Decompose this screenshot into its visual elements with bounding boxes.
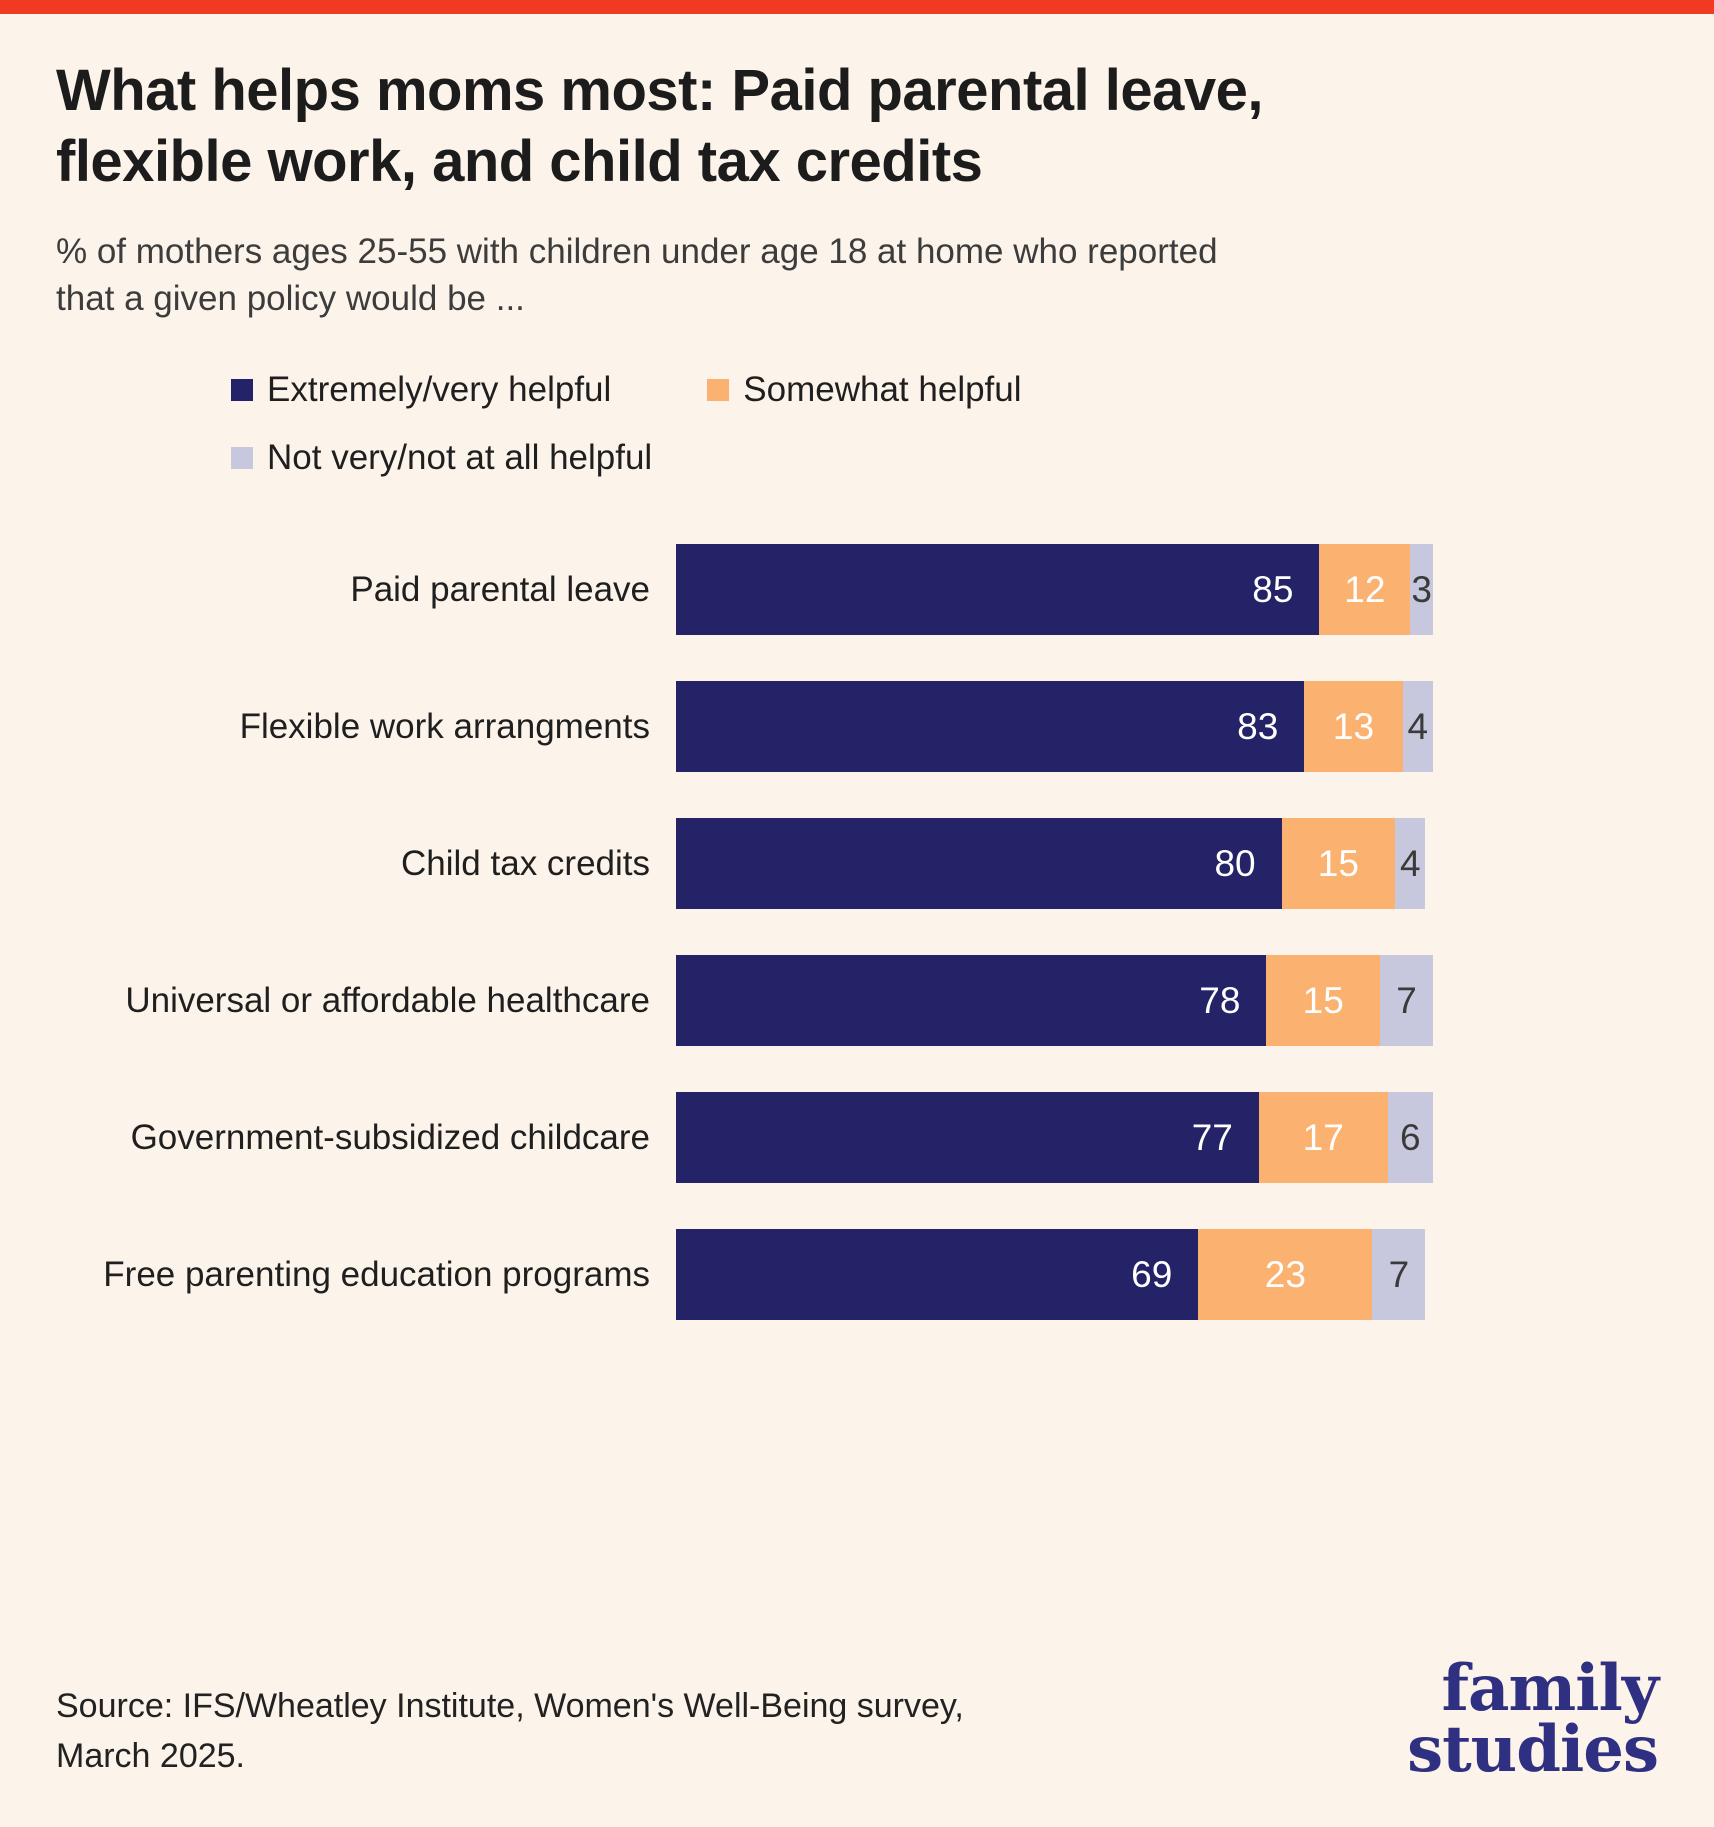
- top-accent-bar: [0, 0, 1714, 14]
- bar-segment: 80: [676, 818, 1282, 909]
- value-label: 13: [1332, 705, 1375, 747]
- bar-track: 77 17 6: [676, 1092, 1433, 1183]
- value-label: 7: [1396, 979, 1417, 1021]
- legend-swatch-icon: [231, 379, 253, 401]
- bar-row: Flexible work arrangments 83 13 4: [56, 681, 1433, 772]
- value-label: 7: [1388, 1253, 1410, 1295]
- bar-track: 80 15 4: [676, 818, 1433, 909]
- logo-line-studies: studies: [1407, 1712, 1659, 1788]
- chart-subtitle: % of mothers ages 25-55 with children un…: [56, 231, 1218, 318]
- bar-segment: 12: [1319, 544, 1411, 635]
- bar-segment: 69: [676, 1229, 1199, 1320]
- value-label: 17: [1302, 1116, 1344, 1158]
- bar-segment: 15: [1266, 955, 1380, 1046]
- bar-segment: 78: [676, 955, 1267, 1046]
- brand-logo: family studies: [1407, 1651, 1659, 1788]
- bar-track: 83 13 4: [676, 681, 1433, 772]
- value-label: 69: [1131, 1253, 1173, 1295]
- category-label: Free parenting education programs: [103, 1254, 650, 1294]
- category-label: Flexible work arrangments: [239, 706, 650, 746]
- value-label: 80: [1214, 842, 1256, 884]
- bar-segment: 6: [1387, 1092, 1433, 1183]
- category-label: Child tax credits: [401, 843, 650, 883]
- chart-content: What helps moms most: Paid parental leav…: [0, 14, 1714, 1659]
- source-text: Source: IFS/Wheatley Institute, Women's …: [56, 1687, 964, 1775]
- bar-segment: 7: [1380, 955, 1433, 1046]
- bar-row: Free parenting education programs 69 23 7: [56, 1229, 1433, 1320]
- value-label: 83: [1237, 705, 1279, 747]
- legend-label: Not very/not at all helpful: [267, 438, 653, 477]
- value-label: 4: [1399, 842, 1421, 884]
- bar-segment: 13: [1304, 681, 1403, 772]
- legend-label: Somewhat helpful: [743, 370, 1022, 409]
- bar-segment: 23: [1198, 1229, 1373, 1320]
- value-label: 23: [1264, 1253, 1306, 1295]
- category-label: Government-subsidized childcare: [130, 1117, 650, 1157]
- bar-row: Paid parental leave 85 12 3: [56, 544, 1433, 635]
- value-label: 3: [1411, 568, 1432, 610]
- value-label: 4: [1407, 705, 1429, 747]
- bar-row: Government-subsidized childcare 77 17 6: [56, 1092, 1433, 1183]
- bar-segment: 3: [1410, 544, 1433, 635]
- value-label: 15: [1317, 842, 1359, 884]
- category-label: Universal or affordable healthcare: [125, 980, 650, 1020]
- bar-segment: 15: [1281, 818, 1396, 909]
- value-label: 12: [1344, 568, 1386, 610]
- legend-label: Extremely/very helpful: [267, 370, 612, 409]
- bar-row: Child tax credits 80 15 4: [56, 818, 1433, 909]
- category-label: Paid parental leave: [350, 569, 650, 609]
- legend-item-extremely-helpful: Extremely/very helpful: [231, 370, 611, 410]
- bar-track: 78 15 7: [676, 955, 1433, 1046]
- bar-rows: Paid parental leave 85 12 3 Flexible work ar…: [56, 544, 1658, 1320]
- legend-swatch-icon: [231, 447, 253, 469]
- legend-item-not-helpful: Not very/not at all helpful: [231, 438, 652, 478]
- value-label: 77: [1191, 1116, 1233, 1158]
- bar-row: Universal or affordable healthcare 78 15 7: [56, 955, 1433, 1046]
- bar-track: 69 23 7: [676, 1229, 1433, 1320]
- bar-segment: 83: [676, 681, 1305, 772]
- bar-segment: 4: [1402, 681, 1433, 772]
- value-label: 78: [1199, 979, 1241, 1021]
- bar-segment: 4: [1395, 818, 1426, 909]
- value-label: 15: [1302, 979, 1344, 1021]
- chart-title: What helps moms most: Paid parental leav…: [56, 58, 1264, 194]
- value-label: 6: [1399, 1116, 1421, 1158]
- bar-segment: 77: [676, 1092, 1259, 1183]
- value-label: 85: [1252, 568, 1294, 610]
- legend-item-somewhat-helpful: Somewhat helpful: [707, 370, 1022, 410]
- bar-segment: 85: [676, 544, 1320, 635]
- logo-line-family: family: [1441, 1651, 1659, 1727]
- legend: Extremely/very helpful Somewhat helpful …: [231, 370, 1281, 478]
- footer: Source: IFS/Wheatley Institute, Women's …: [0, 1651, 1714, 1827]
- bar-track: 85 12 3: [676, 544, 1433, 635]
- bar-segment: 17: [1258, 1092, 1388, 1183]
- legend-swatch-icon: [707, 379, 730, 401]
- bar-segment: 7: [1372, 1229, 1426, 1320]
